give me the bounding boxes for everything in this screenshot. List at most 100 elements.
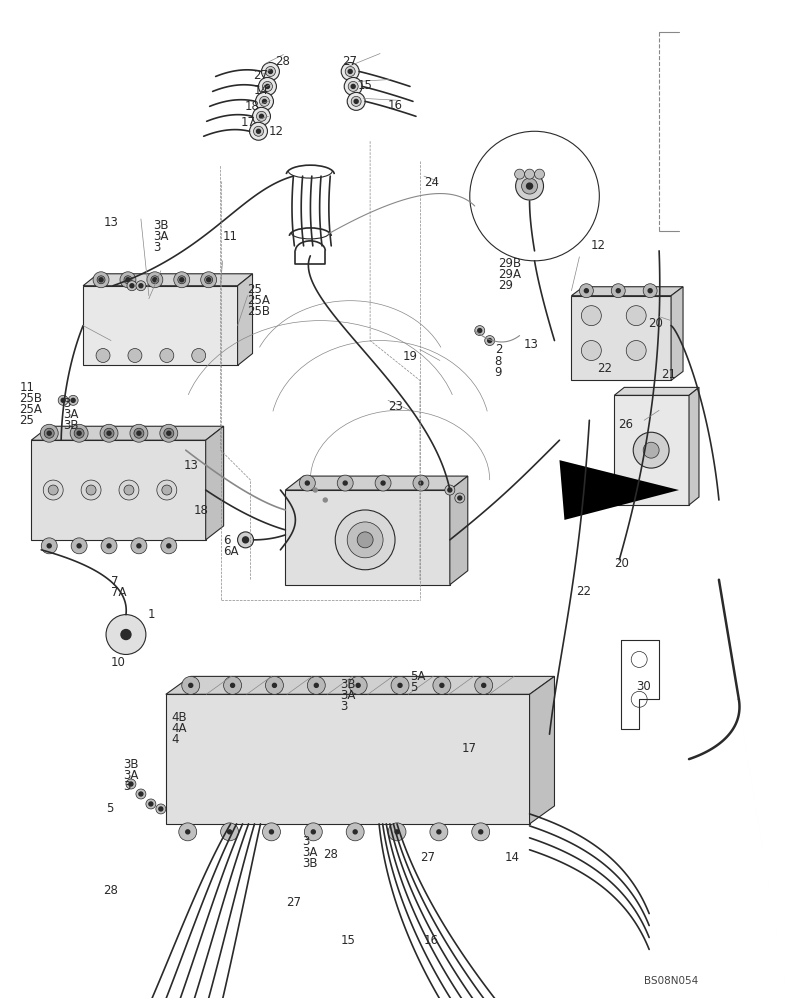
Text: 4: 4 (172, 733, 179, 746)
Circle shape (182, 676, 200, 694)
Circle shape (129, 782, 133, 786)
Circle shape (351, 96, 361, 106)
Text: 17: 17 (462, 742, 477, 755)
Polygon shape (529, 676, 554, 824)
Text: 25: 25 (247, 283, 263, 296)
Circle shape (381, 481, 385, 485)
Polygon shape (614, 395, 689, 505)
Text: 15: 15 (340, 934, 355, 947)
Circle shape (349, 676, 367, 694)
Text: 3: 3 (123, 780, 130, 793)
Circle shape (348, 81, 358, 91)
Circle shape (346, 823, 364, 841)
Circle shape (179, 278, 183, 282)
Circle shape (388, 823, 406, 841)
Text: 3: 3 (153, 241, 160, 254)
Text: 28: 28 (103, 884, 118, 897)
Circle shape (255, 92, 273, 110)
Text: 16: 16 (424, 934, 439, 947)
Circle shape (263, 823, 280, 841)
Circle shape (617, 289, 621, 293)
Circle shape (41, 538, 57, 554)
Circle shape (126, 278, 130, 282)
Text: 12: 12 (591, 239, 605, 252)
Circle shape (99, 278, 103, 282)
Circle shape (631, 691, 647, 707)
Circle shape (475, 676, 493, 694)
Text: 5: 5 (106, 802, 113, 815)
Circle shape (191, 349, 206, 362)
Circle shape (186, 830, 190, 834)
Circle shape (516, 172, 544, 200)
Text: 3B: 3B (153, 219, 168, 232)
Text: 3A: 3A (123, 769, 138, 782)
Polygon shape (206, 426, 224, 540)
Circle shape (253, 107, 271, 125)
Circle shape (348, 69, 352, 73)
Polygon shape (32, 440, 206, 540)
Polygon shape (166, 676, 554, 694)
Circle shape (200, 272, 217, 288)
Circle shape (268, 69, 272, 73)
Text: 25B: 25B (19, 392, 42, 405)
Polygon shape (238, 274, 253, 365)
Circle shape (347, 92, 365, 110)
Text: 13: 13 (524, 338, 538, 351)
Circle shape (256, 129, 260, 133)
Text: 7A: 7A (111, 586, 127, 599)
Circle shape (527, 183, 532, 189)
Circle shape (307, 676, 326, 694)
Circle shape (151, 276, 159, 284)
Circle shape (86, 485, 96, 495)
Circle shape (343, 481, 347, 485)
Circle shape (136, 789, 146, 799)
Circle shape (101, 538, 117, 554)
Circle shape (58, 395, 68, 405)
Circle shape (266, 66, 276, 76)
Text: 6: 6 (224, 534, 231, 547)
Circle shape (207, 278, 211, 282)
Text: 3B: 3B (123, 758, 138, 771)
Text: 11: 11 (223, 230, 238, 243)
Circle shape (166, 431, 170, 435)
Circle shape (266, 84, 269, 88)
Circle shape (160, 424, 178, 442)
Circle shape (478, 329, 482, 333)
Circle shape (430, 823, 448, 841)
Polygon shape (285, 476, 468, 490)
Circle shape (100, 424, 118, 442)
Text: 29: 29 (498, 279, 513, 292)
Circle shape (126, 779, 136, 789)
Circle shape (631, 651, 647, 667)
Circle shape (139, 792, 143, 796)
Circle shape (97, 276, 105, 284)
Text: 13: 13 (104, 216, 119, 229)
Circle shape (120, 272, 136, 288)
Text: 26: 26 (618, 418, 633, 431)
Polygon shape (614, 387, 699, 395)
Circle shape (121, 630, 131, 640)
Circle shape (314, 488, 318, 492)
Circle shape (74, 428, 84, 438)
Circle shape (189, 683, 193, 687)
Circle shape (356, 683, 360, 687)
Circle shape (391, 676, 409, 694)
Circle shape (535, 169, 545, 179)
Circle shape (149, 802, 153, 806)
Circle shape (433, 676, 451, 694)
Circle shape (345, 66, 356, 76)
Text: 15: 15 (358, 79, 373, 92)
Text: 16: 16 (388, 99, 403, 112)
Circle shape (263, 81, 272, 91)
Circle shape (124, 276, 132, 284)
Polygon shape (689, 387, 699, 505)
Circle shape (48, 485, 58, 495)
Circle shape (445, 485, 455, 495)
Circle shape (130, 424, 148, 442)
Circle shape (357, 532, 373, 548)
Circle shape (482, 683, 486, 687)
Text: 17: 17 (241, 116, 255, 129)
Text: 27: 27 (254, 69, 268, 82)
Circle shape (626, 306, 646, 326)
Circle shape (174, 272, 190, 288)
